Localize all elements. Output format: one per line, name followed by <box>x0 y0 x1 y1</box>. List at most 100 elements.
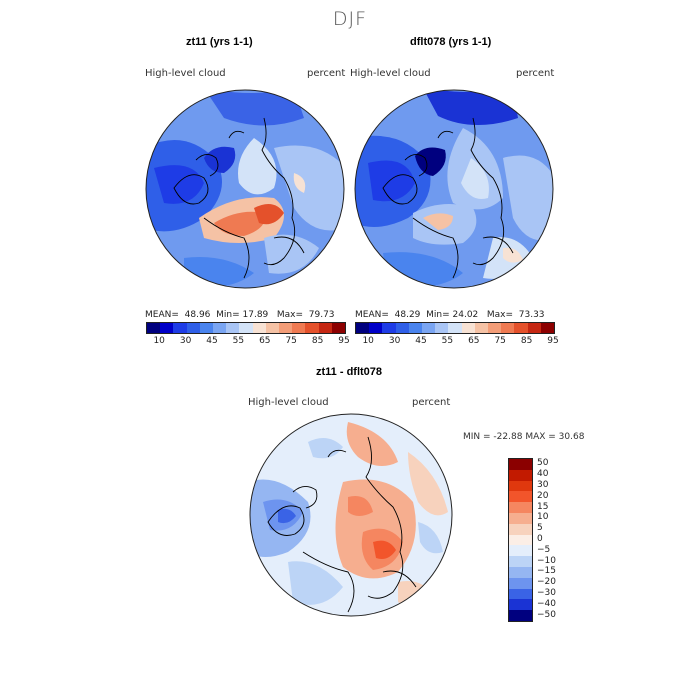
diff-panel-title: zt11 - dflt078 <box>316 366 383 378</box>
colorbar-swatch <box>213 323 227 333</box>
colorbar-tick-label: 15 <box>537 501 549 512</box>
colorbar-tick-label: 45 <box>415 336 427 346</box>
colorbar-swatch <box>474 323 489 333</box>
colorbar-swatch <box>509 480 532 492</box>
panel-2-colorbar-ticks: 10 30 45 55 65 75 85 95 <box>355 336 558 348</box>
colorbar-tick-label: 40 <box>537 469 549 480</box>
colorbar-tick-label: 45 <box>206 336 218 346</box>
figure-title: DJF <box>332 8 368 30</box>
panel-2-min-value: 24.02 <box>452 310 479 320</box>
diff-max-value: 30.68 <box>558 432 585 442</box>
colorbar-swatch <box>318 323 332 333</box>
colorbar-swatch <box>509 610 532 621</box>
panel-1-min-label: Min= <box>216 310 240 320</box>
diff-panel-polar-map <box>249 413 453 617</box>
colorbar-swatch <box>509 545 532 557</box>
diff-panel-variable-label: High-level cloud <box>248 397 329 408</box>
colorbar-swatch <box>527 323 541 333</box>
panel-1-mean-label: MEAN= <box>145 310 179 320</box>
colorbar-tick-label: 30 <box>179 336 192 346</box>
colorbar-tick-label: −5 <box>537 544 551 555</box>
colorbar-swatch <box>292 323 306 333</box>
diff-colorbar <box>508 458 533 622</box>
diff-panel-minmax: MIN = -22.88 MAX = 30.68 <box>463 432 584 442</box>
colorbar-swatch <box>173 323 187 333</box>
panel-1-stats: MEAN= 48.96 Min= 17.89 Max= 79.73 <box>145 310 335 320</box>
panel-2-units-label: percent <box>516 68 555 79</box>
colorbar-swatch <box>147 323 161 333</box>
colorbar-swatch <box>509 512 532 524</box>
panel-1-max-value: 79.73 <box>308 310 335 320</box>
panel-2-stats: MEAN= 48.29 Min= 24.02 Max= 73.33 <box>355 310 545 320</box>
colorbar-tick-label: −50 <box>537 609 556 620</box>
diff-max-label: MAX = <box>525 432 559 442</box>
colorbar-swatch <box>509 469 532 481</box>
colorbar-swatch <box>448 323 462 333</box>
colorbar-tick-label: 5 <box>537 523 543 534</box>
colorbar-swatch <box>509 491 532 503</box>
panel-1-colorbar <box>146 322 346 334</box>
colorbar-swatch <box>509 588 532 600</box>
panel-1-polar-map <box>145 89 345 289</box>
colorbar-tick-label: 55 <box>232 336 245 346</box>
colorbar-swatch <box>226 323 240 333</box>
colorbar-tick-label: 10 <box>362 336 374 346</box>
colorbar-tick-label: 85 <box>520 336 533 346</box>
colorbar-swatch <box>509 577 532 589</box>
colorbar-tick-label: 65 <box>468 336 480 346</box>
colorbar-swatch <box>199 323 214 333</box>
colorbar-tick-label: 75 <box>285 336 297 346</box>
colorbar-tick-label: 95 <box>338 336 350 346</box>
colorbar-swatch <box>252 323 266 333</box>
colorbar-swatch <box>435 323 449 333</box>
colorbar-tick-label: −20 <box>537 577 556 588</box>
panel-title-1: zt11 (yrs 1-1) <box>186 36 253 48</box>
colorbar-swatch <box>509 534 532 546</box>
diff-panel-units-label: percent <box>412 397 451 408</box>
colorbar-swatch <box>239 323 253 333</box>
panel-2-variable-label: High-level cloud <box>350 68 431 79</box>
colorbar-swatch <box>186 323 200 333</box>
panel-2-polar-map <box>354 89 554 289</box>
colorbar-swatch <box>488 323 502 333</box>
colorbar-swatch <box>509 566 532 578</box>
colorbar-tick-label: 65 <box>259 336 271 346</box>
colorbar-tick-label: 10 <box>537 512 549 523</box>
panel-2-mean-label: MEAN= <box>355 310 389 320</box>
colorbar-tick-label: −30 <box>537 588 556 598</box>
panel-1-min-value: 17.89 <box>242 310 269 320</box>
colorbar-swatch <box>356 323 370 333</box>
colorbar-swatch <box>382 323 396 333</box>
colorbar-tick-label: −15 <box>537 566 556 577</box>
colorbar-swatch <box>501 323 515 333</box>
panel-2-min-label: Min= <box>426 310 450 320</box>
panel-1-colorbar-ticks: 10 30 45 55 65 75 85 95 <box>146 336 349 348</box>
colorbar-swatch <box>509 459 532 470</box>
colorbar-tick-label: 50 <box>537 458 549 469</box>
colorbar-swatch <box>395 323 409 333</box>
diff-colorbar-ticks: 50 40 30 20 15 10 5 0 −5 −10 −15 −20 −30 −40 −50 <box>537 458 577 620</box>
colorbar-tick-label: 30 <box>537 480 549 490</box>
colorbar-swatch <box>160 323 174 333</box>
colorbar-tick-label: −10 <box>537 555 556 566</box>
colorbar-swatch <box>509 599 532 611</box>
diff-min-label: MIN = <box>463 432 494 442</box>
colorbar-tick-label: 55 <box>441 336 454 346</box>
colorbar-swatch <box>408 323 423 333</box>
panel-1-units-label: percent <box>307 68 346 79</box>
colorbar-tick-label: −40 <box>537 598 556 609</box>
colorbar-tick-label: 20 <box>537 490 549 501</box>
colorbar-swatch <box>279 323 293 333</box>
panel-2-max-label: Max= <box>486 310 514 320</box>
colorbar-tick-label: 10 <box>153 336 165 346</box>
panel-2-max-value: 73.33 <box>518 310 545 320</box>
colorbar-swatch <box>514 323 528 333</box>
colorbar-swatch <box>369 323 383 333</box>
colorbar-tick-label: 0 <box>537 534 543 544</box>
colorbar-swatch <box>461 323 475 333</box>
colorbar-tick-label: 30 <box>388 336 401 346</box>
diff-min-value: -22.88 <box>493 432 523 442</box>
panel-1-mean-value: 48.96 <box>184 310 211 320</box>
colorbar-swatch <box>331 323 346 333</box>
colorbar-swatch <box>422 323 436 333</box>
